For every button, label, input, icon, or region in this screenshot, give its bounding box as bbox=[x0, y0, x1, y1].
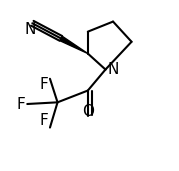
Text: O: O bbox=[82, 104, 94, 119]
Text: N: N bbox=[25, 22, 36, 37]
Text: N: N bbox=[108, 62, 119, 77]
Text: F: F bbox=[16, 96, 25, 111]
Polygon shape bbox=[60, 36, 88, 54]
Text: F: F bbox=[39, 77, 48, 92]
Text: F: F bbox=[39, 113, 48, 128]
